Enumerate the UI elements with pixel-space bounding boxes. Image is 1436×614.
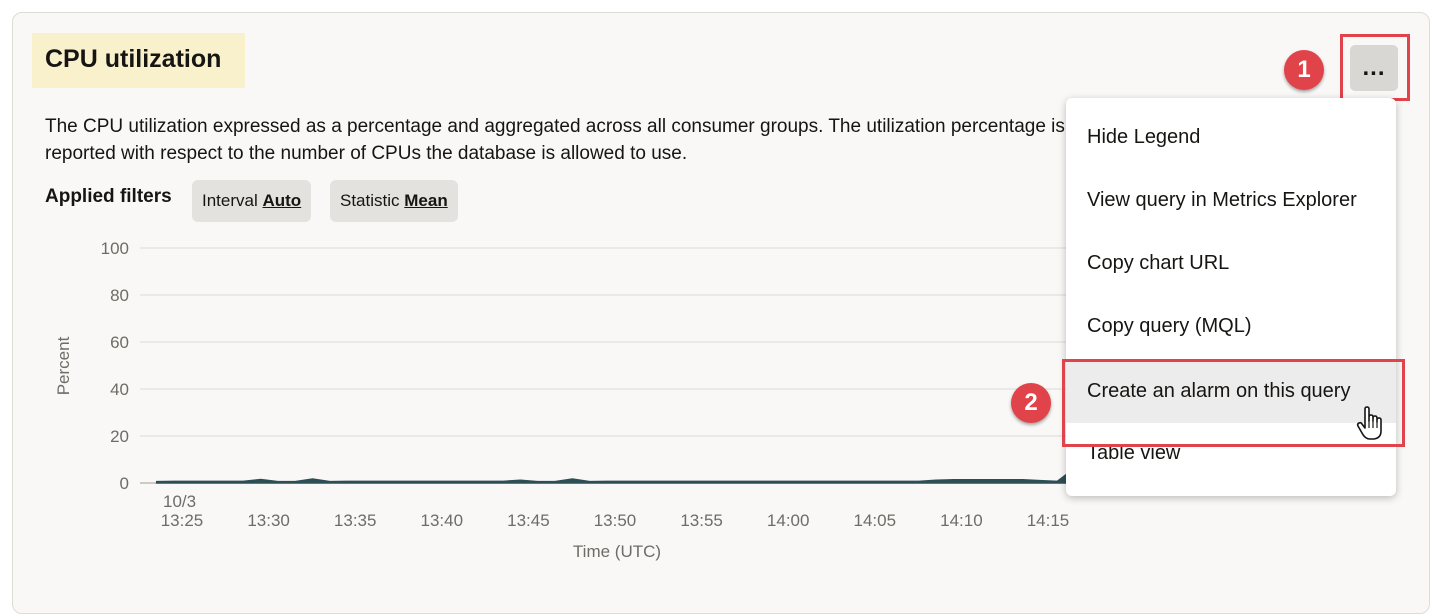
x-tick-label: 13:35 bbox=[334, 511, 377, 530]
hand-pointer-icon bbox=[1356, 406, 1382, 440]
filter-chip-statistic[interactable]: Statistic Mean bbox=[330, 180, 458, 222]
filter-value[interactable]: Auto bbox=[262, 191, 302, 210]
filter-name: Statistic bbox=[340, 191, 400, 210]
widget-title: CPU utilization bbox=[45, 45, 222, 73]
cpu-chart: 0 20 40 60 80 100 Percent 13:25 13:30 13:35 13:40 1… bbox=[54, 239, 1070, 561]
series-area bbox=[155, 473, 1067, 484]
filter-chip-interval[interactable]: Interval Auto bbox=[192, 180, 312, 222]
x-tick-label: 13:55 bbox=[680, 511, 723, 530]
step-badge-2: 2 bbox=[1011, 383, 1051, 423]
menu-item-table-view[interactable]: Table view bbox=[1087, 442, 1181, 464]
y-tick-label: 100 bbox=[101, 239, 129, 258]
x-tick-label: 13:40 bbox=[421, 511, 464, 530]
x-tick-label: 14:00 bbox=[767, 511, 810, 530]
menu-item-copy-query[interactable]: Copy query (MQL) bbox=[1087, 315, 1252, 337]
x-date-label: 10/3 bbox=[163, 492, 196, 511]
x-tick-label: 13:50 bbox=[594, 511, 637, 530]
y-axis-label: Percent bbox=[54, 336, 73, 395]
menu-item-create-alarm[interactable]: Create an alarm on this query bbox=[1066, 360, 1396, 423]
menu-item-hide-legend[interactable]: Hide Legend bbox=[1087, 126, 1201, 148]
step-badge-1: 1 bbox=[1284, 50, 1324, 90]
y-tick-label: 0 bbox=[120, 474, 129, 493]
x-tick-label: 13:30 bbox=[247, 511, 290, 530]
widget-description: The CPU utilization expressed as a perce… bbox=[45, 116, 1065, 164]
actions-menu: Hide Legend View query in Metrics Explor… bbox=[1066, 98, 1396, 496]
x-tick-label: 14:10 bbox=[940, 511, 983, 530]
title-highlight bbox=[32, 33, 245, 88]
y-tick-label: 40 bbox=[110, 380, 129, 399]
highlight-box-create-alarm bbox=[1062, 359, 1405, 447]
applied-filters-label: Applied filters bbox=[45, 186, 172, 207]
x-tick-label: 14:15 bbox=[1027, 511, 1070, 530]
y-tick-label: 80 bbox=[110, 286, 129, 305]
x-tick-label: 14:05 bbox=[854, 511, 897, 530]
x-axis-label: Time (UTC) bbox=[573, 542, 661, 561]
x-tick-label: 13:45 bbox=[507, 511, 550, 530]
x-tick-label: 13:25 bbox=[161, 511, 204, 530]
y-tick-label: 20 bbox=[110, 427, 129, 446]
filter-name: Interval bbox=[202, 191, 258, 210]
menu-item-view-query[interactable]: View query in Metrics Explorer bbox=[1087, 189, 1357, 211]
more-actions-button[interactable]: ... bbox=[1350, 45, 1398, 91]
highlight-box-more bbox=[1340, 34, 1410, 101]
menu-item-copy-chart-url[interactable]: Copy chart URL bbox=[1087, 252, 1230, 274]
filter-value[interactable]: Mean bbox=[404, 191, 448, 210]
y-tick-label: 60 bbox=[110, 333, 129, 352]
